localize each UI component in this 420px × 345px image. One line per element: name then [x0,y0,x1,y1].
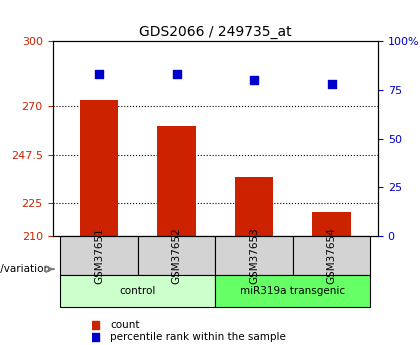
FancyBboxPatch shape [138,236,215,275]
Text: genotype/variation: genotype/variation [0,264,50,274]
Point [328,81,335,87]
Bar [157,126,196,236]
Point [251,78,257,83]
Bar [80,100,118,236]
Text: GSM37651: GSM37651 [94,227,104,284]
Point [173,72,180,77]
Text: count: count [110,320,139,329]
FancyBboxPatch shape [215,275,370,307]
Text: miR319a transgenic: miR319a transgenic [240,286,345,296]
FancyBboxPatch shape [60,275,215,307]
Text: control: control [120,286,156,296]
Point [263,283,270,288]
Title: GDS2066 / 249735_at: GDS2066 / 249735_at [139,25,291,39]
FancyBboxPatch shape [293,236,370,275]
Text: GSM37654: GSM37654 [326,227,336,284]
Point [263,173,270,179]
FancyBboxPatch shape [60,236,138,275]
Point [96,72,102,77]
Bar [312,212,351,236]
Text: GSM37653: GSM37653 [249,227,259,284]
Text: percentile rank within the sample: percentile rank within the sample [110,332,286,342]
FancyBboxPatch shape [215,236,293,275]
Text: GSM37652: GSM37652 [171,227,181,284]
Bar [235,177,273,236]
